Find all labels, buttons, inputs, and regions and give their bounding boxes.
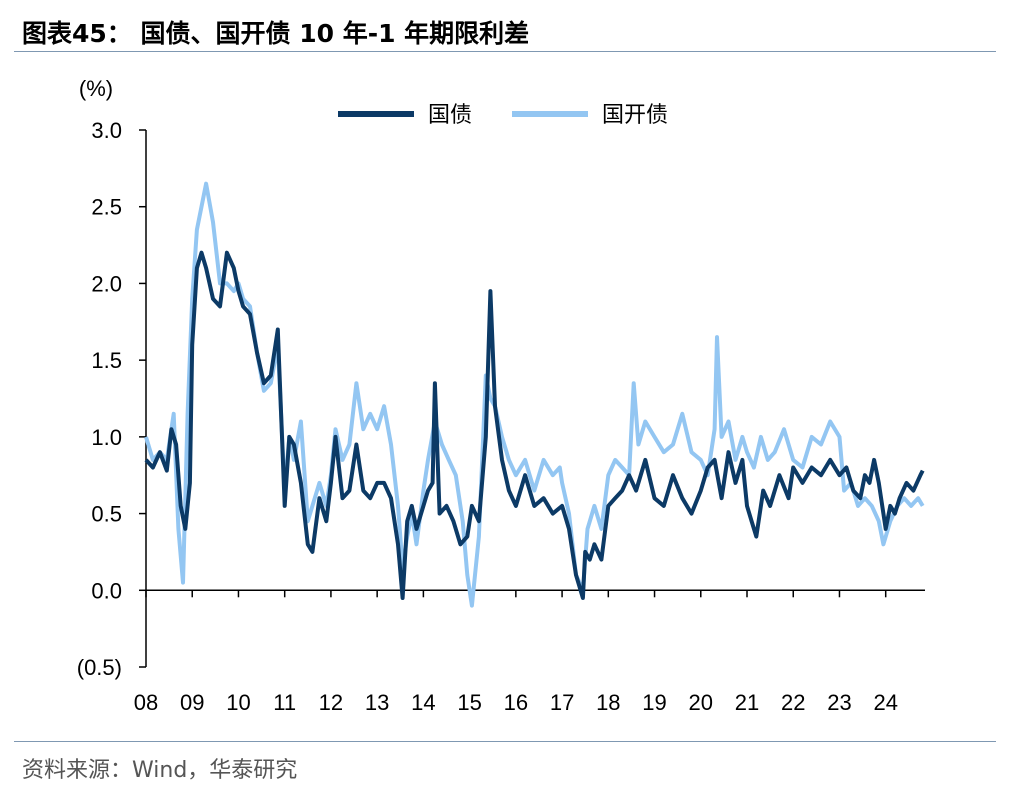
- x-tick-label: 23: [827, 690, 851, 715]
- figure-title: 图表45： 国债、国开债 10 年-1 年期限利差: [22, 19, 530, 48]
- y-tick-label: (0.5): [77, 655, 122, 680]
- x-tick-label: 22: [781, 690, 805, 715]
- source-divider: [14, 741, 996, 742]
- x-tick-label: 14: [411, 690, 435, 715]
- x-tick-label: 18: [596, 690, 620, 715]
- x-axis: 08 09 10 11 12 13 14 15 16 17 18 19 20 21 22 23 24: [134, 589, 925, 715]
- x-tick-label: 19: [642, 690, 666, 715]
- y-tick-label: 0.5: [91, 502, 122, 527]
- y-tick-label: 1.5: [91, 348, 122, 373]
- y-tick-label: 1.0: [91, 425, 122, 450]
- x-tick-label: 24: [873, 690, 897, 715]
- x-tick-label: 11: [273, 690, 296, 715]
- y-axis-label: (%): [79, 76, 113, 101]
- series-line-1: [144, 250, 925, 600]
- series-line-2: [144, 181, 925, 608]
- x-tick-label: 20: [689, 690, 713, 715]
- y-tick-label: 2.5: [91, 195, 122, 220]
- y-tick-label: 3.0: [91, 118, 122, 143]
- y-tick-label: 2.0: [91, 271, 122, 296]
- legend-label-series-2: 国开债: [602, 102, 668, 127]
- x-tick-label: 15: [457, 690, 481, 715]
- x-tick-label: 13: [365, 690, 389, 715]
- x-tick-label: 08: [134, 690, 158, 715]
- x-tick-label: 09: [180, 690, 204, 715]
- x-tick-label: 10: [226, 690, 250, 715]
- y-axis: (0.5) 0.0 0.5 1.0 1.5 2.0 2.5 3.0: [77, 118, 147, 680]
- y-tick-label: 0.0: [91, 578, 122, 603]
- source-note: 资料来源：Wind，华泰研究: [22, 758, 298, 783]
- legend: 国债 国开债: [338, 102, 668, 127]
- plot-area: [144, 181, 925, 608]
- x-tick-label: 21: [735, 690, 759, 715]
- x-tick-label: 12: [319, 690, 343, 715]
- x-tick-label: 17: [550, 690, 574, 715]
- x-tick-label: 16: [504, 690, 528, 715]
- title-divider: [14, 51, 996, 52]
- legend-label-series-1: 国债: [428, 102, 472, 127]
